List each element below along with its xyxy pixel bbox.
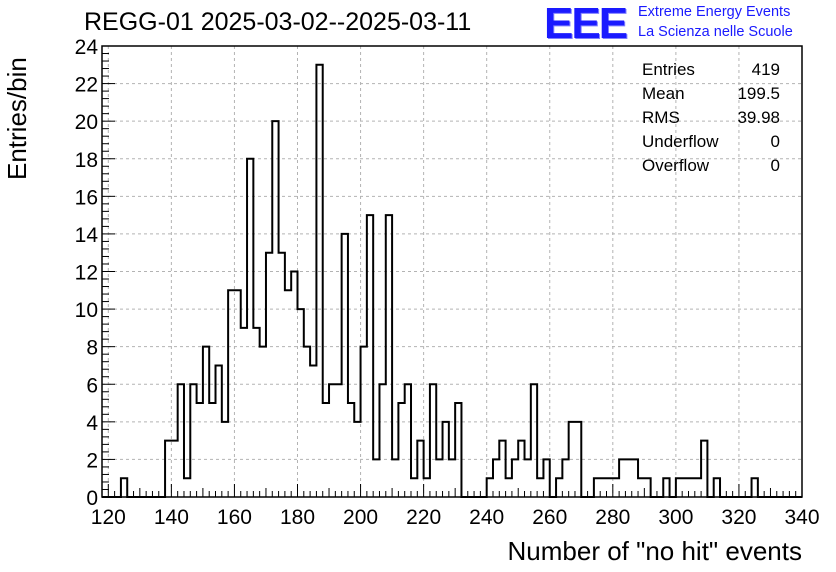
stat-label: Mean [642, 84, 685, 103]
stat-row-overflow: Overflow 0 [642, 156, 780, 180]
x-tick-labels: 120 140 160 180 200 220 240 260 280 300 320 340 [91, 506, 820, 529]
histogram-bin [392, 459, 398, 497]
grid-lines [102, 46, 802, 497]
x-tick-label: 200 [343, 506, 378, 529]
stat-row-underflow: Underflow 0 [642, 132, 780, 156]
stat-row-rms: RMS 39.98 [642, 108, 780, 132]
histogram-bin [209, 403, 215, 497]
y-tick-label: 2 [86, 449, 98, 472]
stats-box: Entries 419 Mean 199.5 RMS 39.98 Underfl… [642, 60, 780, 180]
histogram-bin [253, 328, 259, 497]
y-tick-label: 8 [86, 337, 98, 360]
histogram-bin [600, 478, 606, 497]
x-tick-label: 280 [595, 506, 630, 529]
y-tick-label: 10 [75, 299, 98, 322]
stat-value: 419 [751, 60, 780, 79]
histogram-bin [411, 478, 417, 497]
histogram-bin [449, 459, 455, 497]
x-tick-label: 320 [721, 506, 756, 529]
histogram-bin [613, 478, 619, 497]
x-tick-label: 340 [784, 506, 819, 529]
axis-ticks [101, 45, 803, 498]
y-tick-label: 4 [86, 412, 98, 435]
y-tick-label: 0 [86, 487, 98, 510]
histogram-bin [682, 478, 688, 497]
org-name-line1: Extreme Energy Events [638, 4, 791, 20]
stat-label: Overflow [642, 156, 710, 175]
y-tick-label: 6 [86, 374, 98, 397]
org-name-line2: La Scienza nelle Scuole [638, 24, 793, 40]
y-tick-label: 14 [75, 224, 99, 247]
stat-row-mean: Mean 199.5 [642, 84, 780, 108]
stat-value: 0 [770, 156, 780, 175]
stat-value: 199.5 [737, 84, 780, 103]
y-tick-label: 22 [75, 74, 98, 97]
stat-label: Entries [642, 60, 695, 79]
stat-row-entries: Entries 419 [642, 60, 780, 84]
histogram-bin [197, 403, 203, 497]
x-tick-label: 300 [658, 506, 693, 529]
chart-title: REGG-01 2025-03-02--2025-03-11 [84, 8, 472, 36]
eee-logo: EEE [544, 0, 628, 48]
histogram-bin [310, 365, 316, 497]
histogram-bin [373, 459, 379, 497]
y-tick-label: 18 [75, 149, 98, 172]
histogram-bin [506, 478, 512, 497]
histogram-bin [335, 384, 341, 497]
histogram-bin [625, 459, 631, 497]
y-tick-label: 12 [75, 262, 98, 285]
stat-label: Underflow [642, 132, 719, 151]
histogram-bin [171, 441, 177, 497]
histogram-bin [695, 478, 701, 497]
x-tick-label: 160 [217, 506, 252, 529]
histogram-bin [436, 459, 442, 497]
y-tick-label: 20 [75, 111, 98, 134]
histogram-bin [323, 403, 329, 497]
stat-value: 39.98 [737, 108, 780, 127]
histogram-bin [424, 478, 430, 497]
histogram-bin [607, 478, 613, 497]
histogram-bin [285, 290, 291, 497]
x-tick-label: 240 [469, 506, 504, 529]
x-tick-label: 220 [406, 506, 441, 529]
histogram-bin [241, 328, 247, 497]
x-tick-label: 260 [532, 506, 567, 529]
stat-value: 0 [770, 132, 780, 151]
histogram-bin [525, 459, 531, 497]
x-tick-label: 140 [154, 506, 189, 529]
stat-label: RMS [642, 108, 680, 127]
histogram-bin [638, 478, 644, 497]
histogram-bin [688, 478, 694, 497]
y-axis-label: Entries/bin [2, 57, 32, 180]
histogram-bin [184, 478, 190, 497]
x-axis-label: Number of "no hit" events [507, 536, 803, 566]
histogram-bin [537, 478, 543, 497]
y-tick-label: 16 [75, 186, 98, 209]
x-tick-label: 120 [91, 506, 126, 529]
x-tick-label: 180 [280, 506, 315, 529]
y-tick-label: 24 [75, 36, 99, 59]
